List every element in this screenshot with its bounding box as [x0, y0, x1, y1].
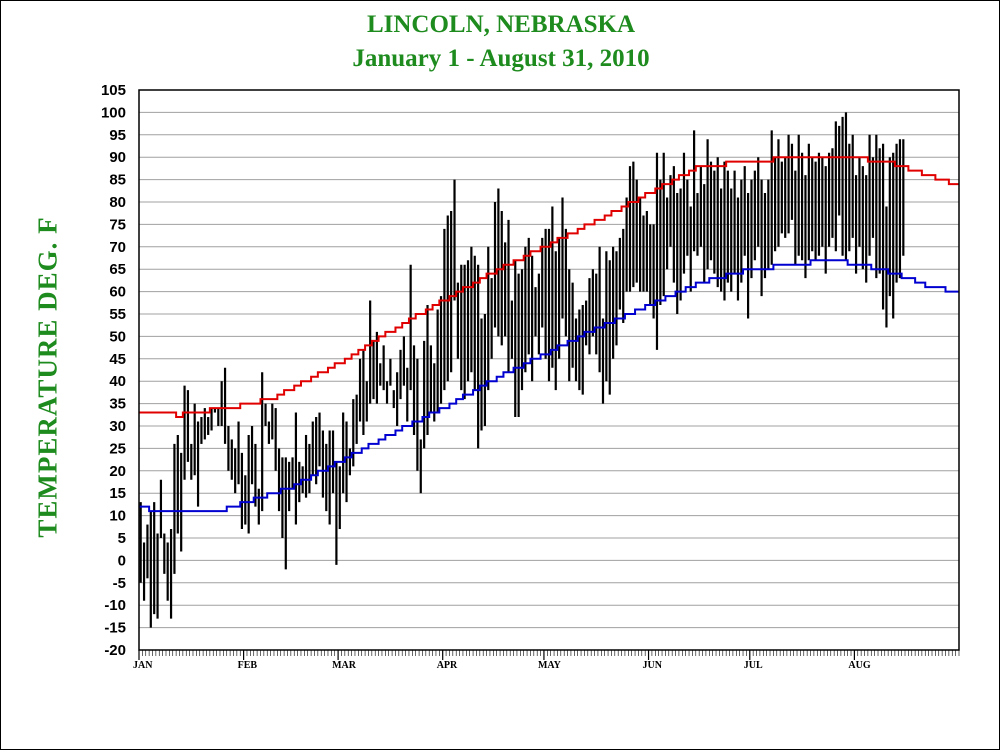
y-tick-label-5: 5	[118, 530, 126, 547]
y-tick-label-15: 15	[109, 485, 126, 502]
month-label-jun: JUN	[643, 660, 663, 671]
plot-frame	[138, 89, 960, 651]
normal-lines	[139, 156, 959, 513]
y-tick-label-50: 50	[109, 328, 126, 345]
y-tick-label-25: 25	[109, 440, 126, 457]
y-tick-label-100: 100	[101, 104, 126, 121]
month-label-may: MAY	[538, 660, 562, 671]
y-tick-label-55: 55	[109, 306, 126, 323]
month-label-apr: APR	[437, 660, 458, 671]
y-tick-label-30: 30	[109, 418, 126, 435]
normal-high-line	[139, 156, 959, 419]
plot-border	[138, 89, 960, 651]
y-tick-label-10: 10	[109, 508, 126, 525]
y-tick-label-105: 105	[101, 82, 126, 99]
y-tick-label-85: 85	[109, 172, 126, 189]
x-axis-ticks: JAN FEB MAR APR MAY JUN JUL AUG	[133, 650, 960, 671]
month-label-feb: FEB	[238, 660, 258, 671]
chart-title: LINCOLN, NEBRASKA	[366, 11, 636, 38]
daily-range-bars	[139, 112, 905, 628]
y-tick-label--20: -20	[104, 642, 126, 659]
y-tick-label-65: 65	[109, 261, 126, 278]
normal-low-line	[139, 259, 959, 513]
y-tick-label-0: 0	[118, 552, 126, 569]
y-tick-label--5: -5	[113, 575, 126, 592]
y-tick-label-70: 70	[109, 239, 126, 256]
month-label-jul: JUL	[744, 660, 763, 671]
chart-subtitle: January 1 - August 31, 2010	[352, 45, 650, 72]
month-label-aug: AUG	[848, 660, 870, 671]
y-tick-label-60: 60	[109, 284, 126, 301]
y-tick-label-45: 45	[109, 351, 126, 368]
y-tick-label-95: 95	[109, 127, 126, 144]
y-tick-label-80: 80	[109, 194, 126, 211]
y-tick-label--10: -10	[104, 597, 126, 614]
y-tick-label-20: 20	[109, 463, 126, 480]
y-tick-labels: -20 -15 -10 -5 0 5 10 15 20 25 30 35 40 45 50 55 60 65 70 7…	[101, 82, 126, 659]
y-tick-label-35: 35	[109, 396, 126, 413]
y-tick-label-40: 40	[109, 373, 126, 390]
month-label-mar: MAR	[332, 660, 357, 671]
y-tick-label-90: 90	[109, 149, 126, 166]
month-label-jan: JAN	[133, 660, 153, 671]
y-tick-label-75: 75	[109, 216, 126, 233]
y-tick-label--15: -15	[104, 620, 126, 637]
